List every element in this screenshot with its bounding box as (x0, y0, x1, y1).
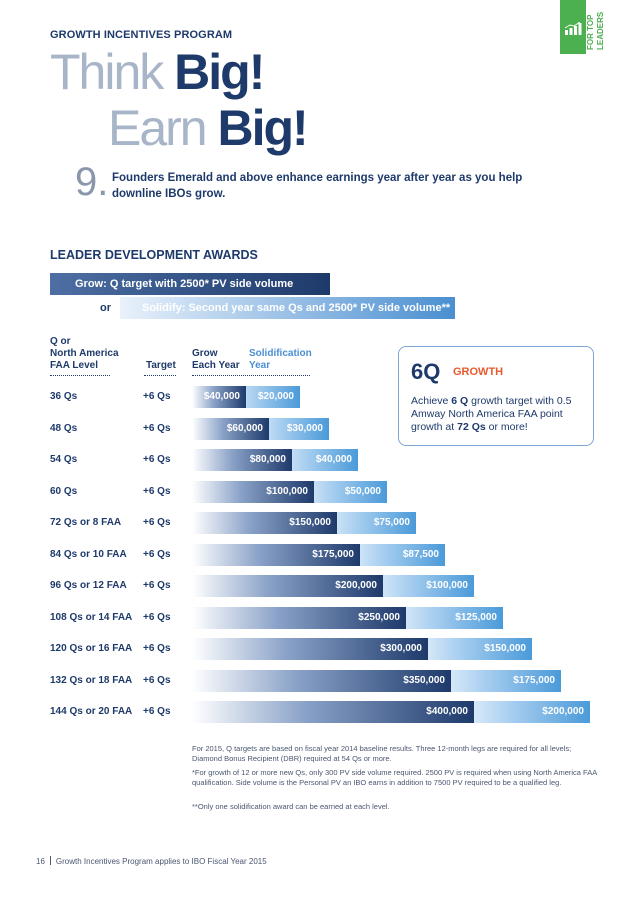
divider (192, 375, 310, 376)
row-target: +6 Qs (143, 391, 171, 402)
level-column-header: Q or North America FAA Level (50, 336, 119, 371)
callout-number: 6Q (411, 359, 441, 384)
item-number: 9. (75, 160, 109, 204)
growth-callout: 6Q GROWTH Achieve 6 Q growth target with… (398, 346, 594, 446)
row-target: +6 Qs (143, 486, 171, 497)
row-level: 96 Qs or 12 FAA (50, 580, 127, 591)
row-target: +6 Qs (143, 612, 171, 623)
row-level: 120 Qs or 16 FAA (50, 643, 133, 654)
grow-award-bar: $400,000 (192, 701, 474, 723)
program-label: GROWTH INCENTIVES PROGRAM (50, 29, 233, 41)
row-target: +6 Qs (143, 675, 171, 686)
grow-award-bar: $300,000 (192, 638, 428, 660)
grow-award-bar: $80,000 (192, 449, 292, 471)
note-side-volume: *For growth of 12 or more new Qs, only 3… (192, 768, 597, 787)
tab-line-2: LEADERS (596, 11, 605, 50)
item-text: Founders Emerald and above enhance earni… (112, 172, 523, 200)
solid-award-bar: $150,000 (398, 638, 532, 660)
row-level: 54 Qs (50, 454, 78, 465)
grow-award-bar: $150,000 (192, 512, 337, 534)
grow-award-bar: $100,000 (192, 481, 314, 503)
footer: 16 Growth Incentives Program applies to I… (36, 856, 267, 866)
divider (50, 375, 110, 376)
grow-award-bar: $40,000 (192, 386, 246, 408)
grow-award-bar: $175,000 (192, 544, 360, 566)
solid-award-bar: $200,000 (444, 701, 590, 723)
grow-award-bar: $350,000 (192, 670, 451, 692)
section-title: LEADER DEVELOPMENT AWARDS (50, 248, 258, 262)
title-line-1: Think Big! (50, 44, 265, 100)
callout-text: Achieve 6 Q growth target with 0.5 Amway… (411, 395, 572, 433)
grow-award-bar: $200,000 (192, 575, 383, 597)
target-column-header: Target (146, 360, 176, 371)
row-target: +6 Qs (143, 549, 171, 560)
row-level: 48 Qs (50, 423, 78, 434)
row-target: +6 Qs (143, 423, 171, 434)
grow-award-bar: $250,000 (192, 607, 406, 629)
row-level: 72 Qs or 8 FAA (50, 517, 122, 528)
solid-award-bar: $100,000 (353, 575, 474, 597)
note-solidification: **Only one solidification award can be e… (192, 802, 390, 811)
row-level: 36 Qs (50, 391, 78, 402)
row-level: 60 Qs (50, 486, 78, 497)
for-top-leaders-tab: FOR TOP LEADERS (560, 0, 610, 58)
row-level: 132 Qs or 18 FAA (50, 675, 133, 686)
divider (144, 375, 176, 376)
growth-chart-icon (560, 0, 586, 54)
solidify-legend-bar: Solidify: Second year same Qs and 2500* … (120, 297, 455, 319)
callout-word: GROWTH (453, 366, 504, 378)
row-level: 108 Qs or 14 FAA (50, 612, 133, 623)
tab-line-1: FOR TOP (586, 14, 595, 50)
title-line-2: Earn Big! (108, 100, 309, 156)
row-target: +6 Qs (143, 517, 171, 528)
row-level: 144 Qs or 20 FAA (50, 706, 133, 717)
solid-award-bar: $175,000 (421, 670, 561, 692)
row-target: +6 Qs (143, 454, 171, 465)
note-baseline: For 2015, Q targets are based on fiscal … (192, 744, 572, 763)
row-level: 84 Qs or 10 FAA (50, 549, 127, 560)
solid-column-header: Solidification Year (249, 348, 312, 371)
row-target: +6 Qs (143, 580, 171, 591)
grow-column-header: Grow Each Year (192, 348, 240, 371)
row-target: +6 Qs (143, 706, 171, 717)
or-label: or (100, 302, 111, 314)
row-target: +6 Qs (143, 643, 171, 654)
grow-legend-bar: Grow: Q target with 2500* PV side volume (50, 273, 330, 295)
solid-award-bar: $125,000 (376, 607, 503, 629)
grow-award-bar: $60,000 (192, 418, 269, 440)
